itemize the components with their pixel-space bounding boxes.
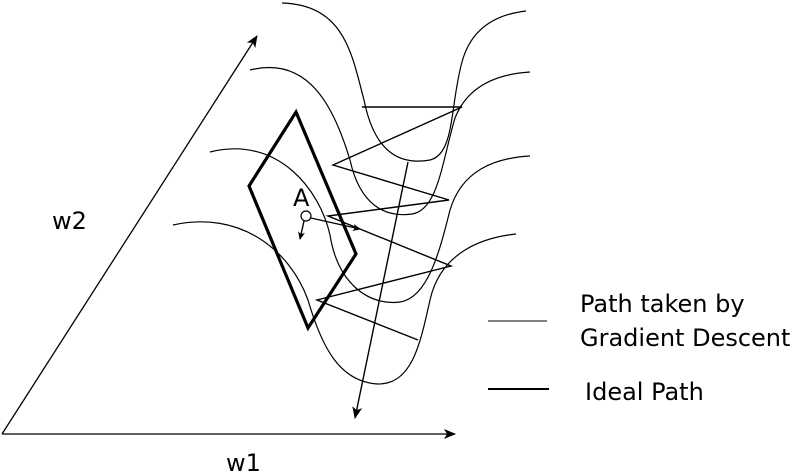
legend-gradient-label-line2: Gradient Descent <box>580 324 790 352</box>
contour-line-2 <box>250 67 530 214</box>
legend-ideal-label: Ideal Path <box>585 378 704 406</box>
gradient-descent-path <box>317 107 462 340</box>
point-a-arrow-down <box>300 221 304 239</box>
axes <box>2 36 455 434</box>
ideal-path-arrow <box>355 162 408 418</box>
contour-line-4 <box>173 222 516 384</box>
w1-axis-label: w1 <box>226 449 261 473</box>
contour-line-1 <box>282 3 526 161</box>
legend-gradient-label-line1: Path taken by <box>580 290 745 318</box>
point-a-marker <box>301 211 311 221</box>
point-a-group: A <box>293 184 360 239</box>
contour-lines <box>173 3 530 384</box>
w2-axis <box>2 36 257 434</box>
point-a-label: A <box>293 184 310 212</box>
legend: Path taken by Gradient Descent Ideal Pat… <box>488 290 790 406</box>
w2-axis-label: w2 <box>52 207 87 235</box>
